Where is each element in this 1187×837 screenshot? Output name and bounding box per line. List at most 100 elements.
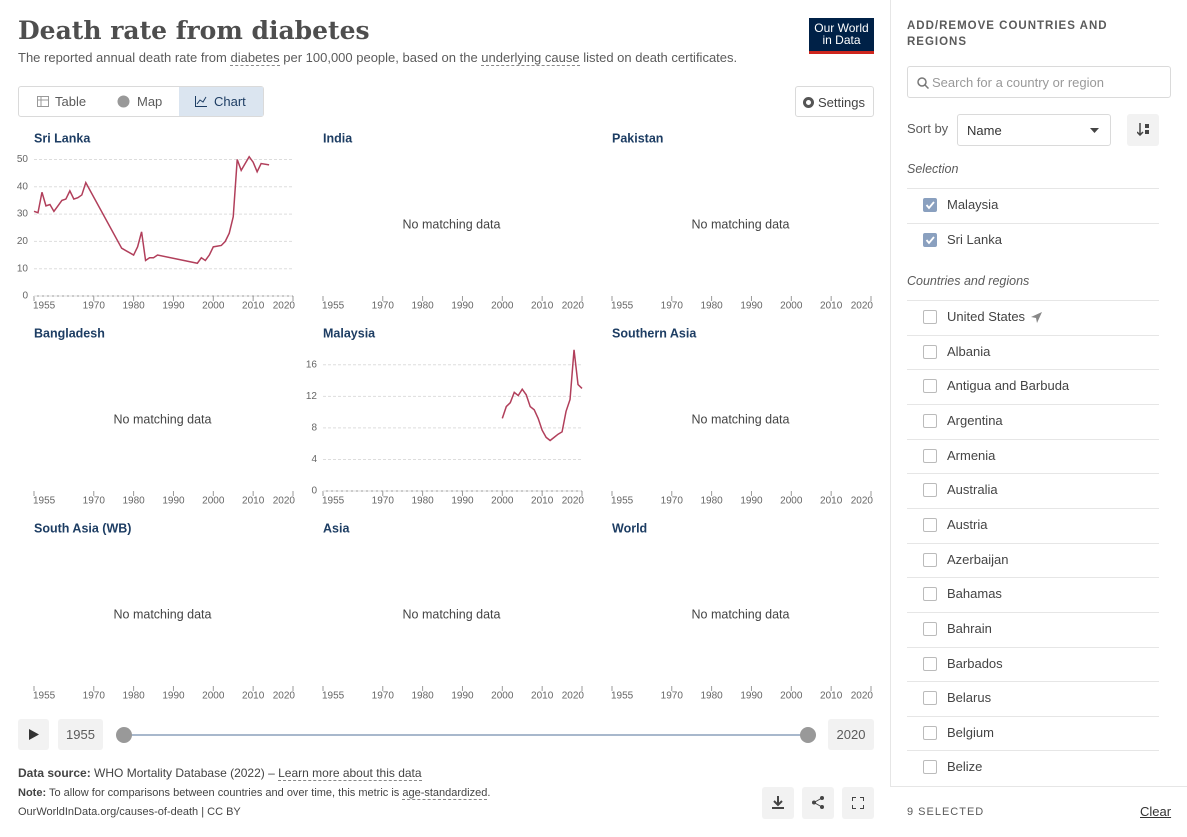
x-tick-label: 2010 <box>242 301 265 312</box>
x-tick-label: 2020 <box>562 691 585 702</box>
entity-row[interactable]: Belarus <box>907 681 1159 715</box>
no-data-message: No matching data <box>692 217 790 231</box>
x-tick-label: 1970 <box>372 496 395 507</box>
entity-row[interactable]: Azerbaijan <box>907 542 1159 577</box>
sort-value: Name <box>967 123 1002 138</box>
panel-title: World <box>612 521 647 535</box>
x-tick-label: 2000 <box>780 496 803 507</box>
small-multiples: Sri Lanka 1955 1970 1980 1990 2000 2010 2020 0 10… <box>17 131 874 702</box>
entity-row[interactable]: Malaysia <box>907 188 1159 222</box>
check-icon <box>925 201 935 210</box>
subtitle-text: The reported annual death rate from <box>18 50 231 65</box>
timeline-slider[interactable] <box>110 725 822 745</box>
x-tick-label: 2010 <box>531 496 554 507</box>
subtitle: The reported annual death rate from diab… <box>18 50 738 66</box>
sort-label: Sort by <box>907 121 949 136</box>
line-series <box>33 155 270 265</box>
timeline-end[interactable]: 2020 <box>828 719 874 750</box>
source-label: Data source: <box>18 766 91 780</box>
checkbox[interactable] <box>923 448 937 463</box>
clear-button[interactable]: Clear <box>1140 804 1172 819</box>
checkbox[interactable] <box>923 517 937 532</box>
logo[interactable]: Our World in Data <box>809 18 874 54</box>
share-button[interactable] <box>802 787 834 819</box>
entity-name: Barbados <box>947 655 1003 671</box>
x-tick-label: 1970 <box>83 691 106 702</box>
x-tick-label: 1970 <box>83 301 106 312</box>
download-button[interactable] <box>762 787 794 819</box>
source-link[interactable]: Learn more about this data <box>278 766 422 781</box>
subtitle-text: listed on death certificates. <box>579 50 738 65</box>
fullscreen-button[interactable] <box>842 787 874 819</box>
panel-title: Pakistan <box>612 131 663 145</box>
sort-select[interactable]: Name <box>957 114 1111 146</box>
entity-row[interactable]: Bahrain <box>907 611 1159 646</box>
checkbox[interactable] <box>923 198 937 212</box>
x-tick-label: 2020 <box>273 691 296 702</box>
logo-line: in Data <box>822 33 861 47</box>
x-tick-label: 1955 <box>322 301 345 312</box>
checkbox[interactable] <box>923 310 937 324</box>
entity-row[interactable]: Albania <box>907 334 1159 369</box>
x-tick-label: 1990 <box>162 301 185 312</box>
entity-name: Armenia <box>947 447 996 463</box>
note-link[interactable]: age-standardized <box>402 787 488 800</box>
checkbox[interactable] <box>923 379 937 394</box>
x-tick-label: 1990 <box>451 301 474 312</box>
tab-active[interactable]: Chart <box>179 87 263 116</box>
entity-row[interactable]: Barbados <box>907 646 1159 681</box>
subtitle-link[interactable]: diabetes <box>230 50 280 66</box>
checkbox[interactable] <box>923 483 937 498</box>
tab-label: Map <box>137 94 163 109</box>
no-data-message: No matching data <box>692 607 790 621</box>
entity-row[interactable]: Armenia <box>907 438 1159 473</box>
tab[interactable]: Table <box>19 87 99 116</box>
checkbox[interactable] <box>923 621 937 636</box>
entity-row[interactable]: Bahamas <box>907 577 1159 611</box>
x-tick-label: 1970 <box>372 691 395 702</box>
x-tick-label: 2020 <box>562 301 585 312</box>
entity-row[interactable]: Belize <box>907 750 1159 784</box>
share-icon <box>812 796 824 809</box>
search-icon <box>917 77 929 89</box>
checkbox[interactable] <box>923 760 937 775</box>
x-tick-label: 2010 <box>242 496 265 507</box>
entity-row[interactable]: Australia <box>907 473 1159 507</box>
x-tick-label: 1955 <box>33 496 56 507</box>
entity-name: Sri Lanka <box>947 231 1002 247</box>
search-box[interactable]: Search for a country or region <box>907 66 1171 98</box>
note-label: Note: <box>18 787 47 799</box>
settings-button[interactable]: Settings <box>795 86 874 117</box>
checkbox[interactable] <box>923 587 937 602</box>
entity-row[interactable]: Sri Lanka <box>907 222 1159 257</box>
checkbox[interactable] <box>923 552 937 567</box>
timeline-start[interactable]: 1955 <box>58 719 103 750</box>
tab[interactable]: Map <box>99 87 179 116</box>
x-tick-label: 1990 <box>740 301 763 312</box>
checkbox[interactable] <box>923 344 937 359</box>
y-tick-label: 20 <box>17 236 29 247</box>
x-tick-label: 1955 <box>611 496 634 507</box>
checkbox[interactable] <box>923 725 937 740</box>
entity-row[interactable]: Antigua and Barbuda <box>907 369 1159 403</box>
play-button[interactable] <box>18 719 49 750</box>
selection-heading: Selection <box>907 162 959 176</box>
x-tick-label: 1980 <box>122 691 145 702</box>
table-icon <box>37 96 49 107</box>
sort-order-button[interactable] <box>1127 114 1159 146</box>
checkbox[interactable] <box>923 691 937 706</box>
checkbox[interactable] <box>923 232 937 247</box>
checkbox[interactable] <box>923 656 937 671</box>
x-tick-label: 1980 <box>411 691 434 702</box>
entity-row[interactable]: Belgium <box>907 715 1159 750</box>
credit[interactable]: OurWorldInData.org/causes-of-death | CC … <box>18 806 241 818</box>
x-tick-label: 2000 <box>202 496 225 507</box>
entity-row[interactable]: Austria <box>907 507 1159 542</box>
checkbox[interactable] <box>923 413 937 428</box>
x-tick-label: 2010 <box>531 691 554 702</box>
entity-row[interactable]: Argentina <box>907 403 1159 438</box>
entity-row[interactable]: United States <box>907 300 1159 334</box>
subtitle-link[interactable]: underlying cause <box>481 50 580 66</box>
panel-title: Southern Asia <box>612 326 697 340</box>
tab-label: Chart <box>214 94 246 109</box>
